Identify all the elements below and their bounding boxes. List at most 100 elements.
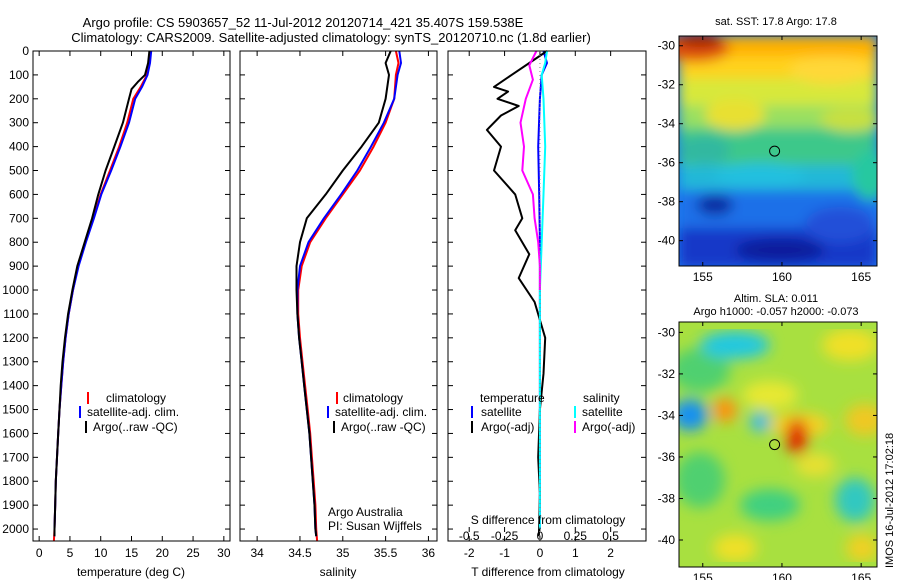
diff-xtick-label: -2 xyxy=(464,546,475,560)
depth-tick-label: 100 xyxy=(9,68,29,82)
diff-stick-label: -0.5 xyxy=(459,529,480,543)
depth-tick-label: 1800 xyxy=(2,474,29,488)
sla-ytick-label: -30 xyxy=(658,325,676,339)
depth-tick-label: 300 xyxy=(9,116,29,130)
salinity-annotation-line2: PI: Susan Wijffels xyxy=(328,519,422,533)
sst-xtick-label: 160 xyxy=(772,270,792,284)
depth-tick-label: 1300 xyxy=(2,355,29,369)
diff-xtick-label: -1 xyxy=(499,546,510,560)
temp-series-satellite-adj-clim- xyxy=(53,50,153,537)
temp-series-climatology xyxy=(52,50,151,542)
diff-stick-label: 0.5 xyxy=(602,529,619,543)
temp-xtick-label: 20 xyxy=(156,546,170,560)
sal-xtick-label: 35.5 xyxy=(374,546,398,560)
temp-series-argo-raw-qc- xyxy=(53,50,151,537)
temp-xtick-label: 5 xyxy=(67,546,74,560)
sla-map-subtitle: Argo h1000: -0.057 h2000: -0.073 xyxy=(693,306,858,318)
sst-map-axis: 155 160 165 -30 -32 -34 -36 -38 -40 xyxy=(658,36,877,284)
temperature-legend: climatology satellite-adj. clim. Argo(..… xyxy=(79,391,179,434)
diff-xtick-label: 2 xyxy=(607,546,614,560)
sal-xtick-label: 34 xyxy=(250,546,264,560)
sst-ytick-label: -40 xyxy=(658,234,676,248)
sla-xtick-label: 165 xyxy=(851,571,871,580)
depth-tick-label: 900 xyxy=(9,259,29,273)
difference-legend-salinity: salinity satellite Argo(-adj) xyxy=(574,391,635,434)
difference-legend-temperature: temperature satellite Argo(-adj) xyxy=(471,391,545,434)
temp-xtick-label: 25 xyxy=(186,546,200,560)
sla-ytick-label: -36 xyxy=(658,450,676,464)
depth-tick-label: 1900 xyxy=(2,498,29,512)
imos-timestamp-label: IMOS 16-Jul-2012 17:02:18 xyxy=(884,433,896,568)
diff-stick-label: -0.25 xyxy=(491,529,519,543)
depth-tick-label: 1400 xyxy=(2,379,29,393)
temperature-plot-frame xyxy=(32,50,231,542)
depth-tick-label: 2000 xyxy=(2,522,29,536)
temperature-legend-satellite-label: satellite-adj. clim. xyxy=(87,405,179,419)
diff-stick-label: 0.25 xyxy=(564,529,588,543)
sla-map-title: Altim. SLA: 0.011 xyxy=(734,293,818,305)
salinity-legend-argo-label: Argo(..raw -QC) xyxy=(341,420,426,434)
sla-argo-location-marker xyxy=(769,439,781,451)
depth-tick-label: 200 xyxy=(9,92,29,106)
sst-map-frame xyxy=(678,35,878,267)
temperature-panel: 0 5 10 15 20 25 300100200300400500600700800900… xyxy=(2,44,231,579)
depth-tick-label: 600 xyxy=(9,187,29,201)
salinity-axis: 34 34.5 35 35.5 36 xyxy=(240,50,437,560)
temp-xtick-label: 0 xyxy=(36,546,43,560)
salinity-annotation-line1: Argo Australia xyxy=(328,505,403,519)
figure-title-line1: Argo profile: CS 5903657_52 11-Jul-2012 … xyxy=(83,15,524,30)
sst-map-title: sat. SST: 17.8 Argo: 17.8 xyxy=(715,16,837,28)
diff-legend-temperature-title: temperature xyxy=(480,391,545,405)
sal-xtick-label: 36 xyxy=(422,546,436,560)
depth-tick-label: 500 xyxy=(9,164,29,178)
sla-xtick-label: 155 xyxy=(693,571,713,580)
sst-map-panel: sat. SST: 17.8 Argo: 17.8 xyxy=(658,16,878,284)
sla-ytick-label: -34 xyxy=(658,408,676,422)
depth-tick-label: 400 xyxy=(9,140,29,154)
salinity-legend-satellite-label: satellite-adj. clim. xyxy=(335,405,427,419)
diff-legend-t-satellite-label: satellite xyxy=(481,405,522,419)
sst-ytick-label: -32 xyxy=(658,78,676,92)
sla-xtick-label: 160 xyxy=(772,571,792,580)
sla-ytick-label: -40 xyxy=(658,533,676,547)
temperature-legend-climatology-label: climatology xyxy=(106,391,166,405)
sst-ytick-label: -34 xyxy=(658,117,676,131)
depth-tick-label: 800 xyxy=(9,235,29,249)
sal-xtick-label: 35 xyxy=(336,546,350,560)
sla-map-frame xyxy=(678,321,878,568)
temp-xtick-label: 30 xyxy=(217,546,231,560)
difference-xlabel: T difference from climatology xyxy=(471,565,625,579)
sst-ytick-label: -38 xyxy=(658,195,676,209)
diff-series-argo-adj- xyxy=(485,50,548,537)
diff-legend-s-satellite-label: satellite xyxy=(582,405,623,419)
difference-plot-frame xyxy=(447,50,647,542)
diff-xtick-label: 1 xyxy=(572,546,579,560)
diff-legend-s-argo-label: Argo(-adj) xyxy=(582,420,635,434)
depth-tick-label: 0 xyxy=(22,44,29,58)
sla-map-axis: 155 160 165 -30 -32 -34 -36 -38 -40 xyxy=(658,322,877,580)
difference-xlabel-top: S difference from climatology xyxy=(471,513,626,527)
salinity-xlabel: salinity xyxy=(320,565,357,579)
salinity-panel: 34 34.5 35 35.5 36 salinity climatology sate… xyxy=(239,50,438,579)
salinity-legend-climatology-label: climatology xyxy=(343,391,403,405)
diff-series-satellite xyxy=(538,50,548,529)
temp-xtick-label: 15 xyxy=(125,546,139,560)
diff-legend-salinity-title: salinity xyxy=(583,391,620,405)
sst-map-image xyxy=(679,36,877,266)
depth-tick-label: 1000 xyxy=(2,283,29,297)
salinity-series-group xyxy=(295,50,402,542)
temperature-series-group xyxy=(52,50,153,542)
salinity-legend: climatology satellite-adj. clim. Argo(..… xyxy=(327,391,427,434)
diff-xtick-label: 0 xyxy=(537,546,544,560)
difference-series-group xyxy=(485,50,548,537)
depth-tick-label: 1200 xyxy=(2,331,29,345)
temperature-legend-argo-label: Argo(..raw -QC) xyxy=(93,420,178,434)
temperature-axis: 0 5 10 15 20 25 300100200300400500600700800900… xyxy=(2,44,231,560)
sla-map-image xyxy=(679,322,877,567)
depth-tick-label: 1600 xyxy=(2,426,29,440)
sst-argo-location-marker xyxy=(769,145,781,157)
sal-xtick-label: 34.5 xyxy=(288,546,312,560)
